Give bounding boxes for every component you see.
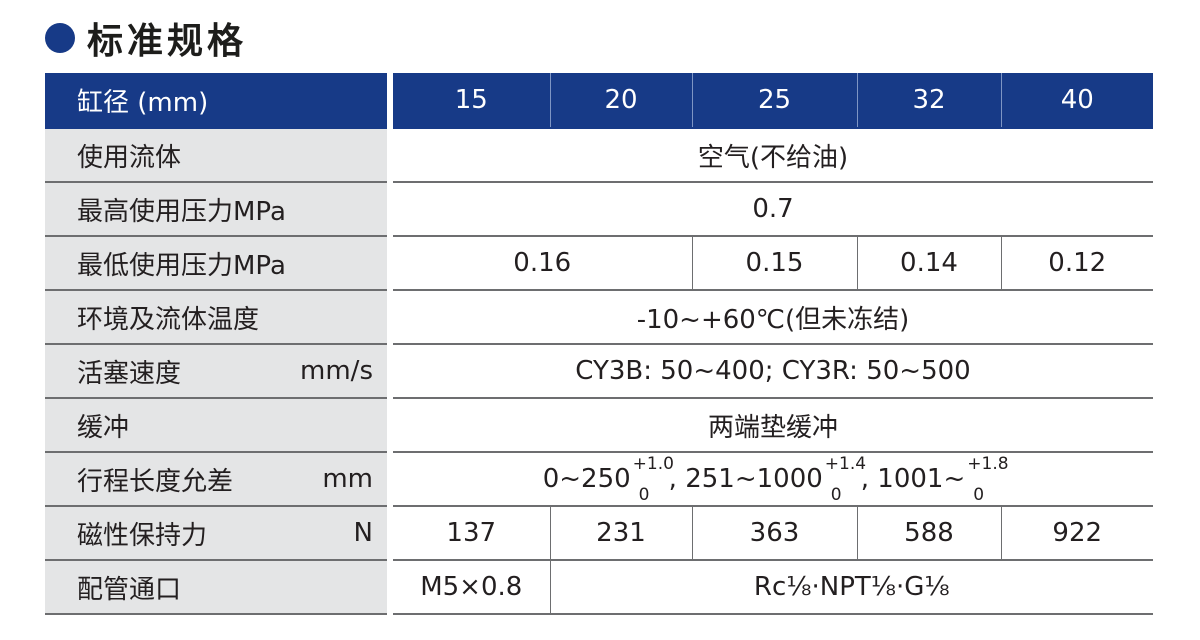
bullet-dot-icon [45,23,75,53]
table-row-temperature: 环境及流体温度 -10~+60℃(但未冻结) [45,290,1153,345]
cushion-value: 两端垫缓冲 [390,398,1153,453]
row-label-temperature: 环境及流体温度 [45,290,393,345]
table-row-max-pressure: 最高使用压力MPa 0.7 [45,182,1153,237]
tolerance-1-upper: +1.0 [632,454,674,475]
stroke-range-2: , 251~1000 [668,463,823,494]
min-pressure-15-20: 0.16 [390,236,693,291]
tolerance-3-lower: 0 [973,485,985,506]
row-label-max-pressure: 最高使用压力MPa [45,182,393,237]
min-pressure-40: 0.12 [1001,236,1153,291]
row-label-piston-speed: 活塞速度 mm/s [45,344,393,399]
header-bore-25: 25 [692,73,858,129]
row-label-holding-force: 磁性保持力 N [45,506,393,561]
holding-force-32: 588 [857,506,1002,561]
tolerance-3-upper: +1.8 [967,454,1009,475]
stroke-tolerance-unit: mm [322,464,373,494]
piston-speed-label: 活塞速度 [77,358,182,389]
min-pressure-32: 0.14 [857,236,1002,291]
header-bore-40: 40 [1001,73,1153,129]
holding-force-15: 137 [390,506,551,561]
row-label-port: 配管通口 [45,560,393,615]
max-pressure-value: 0.7 [390,182,1153,237]
row-label-cushion: 缓冲 [45,398,393,453]
piston-speed-value: CY3B: 50~400; CY3R: 50~500 [390,344,1153,399]
tolerance-2-upper: +1.4 [824,454,867,475]
row-label-stroke-tolerance: 行程长度允差 mm [45,452,393,507]
piston-speed-unit: mm/s [300,356,373,386]
row-label-min-pressure: 最低使用压力MPa [45,236,393,291]
holding-force-label: 磁性保持力 [77,520,208,551]
spec-table: 缸径 (mm) 15 20 25 32 40 使用流体 空气(不给油) 最高使用… [45,73,1153,615]
tolerance-1: +1.0 0 [633,456,674,504]
stroke-tolerance-value: 0~250 +1.0 0 , 251~1000 +1.4 0 , 1001~ +1.8 0 [390,452,1153,507]
table-header-row: 缸径 (mm) 15 20 25 32 40 [45,73,1153,129]
header-bore-20: 20 [550,73,693,129]
table-row-piston-speed: 活塞速度 mm/s CY3B: 50~400; CY3R: 50~500 [45,344,1153,399]
table-row-fluid: 使用流体 空气(不给油) [45,128,1153,183]
tolerance-2-lower: 0 [830,485,842,506]
tolerance-3: +1.8 0 [967,456,1008,504]
stroke-range-3: , 1001~ [860,463,966,494]
row-label-fluid: 使用流体 [45,128,393,183]
stroke-range-1: 0~250 [542,463,631,494]
tolerance-2: +1.4 0 [825,456,866,504]
table-row-cushion: 缓冲 两端垫缓冲 [45,398,1153,453]
header-bore-15: 15 [390,73,551,129]
min-pressure-25: 0.15 [692,236,858,291]
port-value-small-bore: M5×0.8 [390,560,551,615]
temperature-value: -10~+60℃(但未冻结) [390,290,1153,345]
table-row-port: 配管通口 M5×0.8 Rc⅛·NPT⅛·G⅛ [45,560,1153,615]
header-label-bore: 缸径 (mm) [45,73,393,129]
section-title: 标准规格 [87,21,248,62]
table-row-min-pressure: 最低使用压力MPa 0.16 0.15 0.14 0.12 [45,236,1153,291]
fluid-value: 空气(不给油) [390,128,1153,183]
holding-force-20: 231 [550,506,693,561]
holding-force-unit: N [353,518,373,548]
port-value-large-bore: Rc⅛·NPT⅛·G⅛ [550,560,1153,615]
section-heading: 标准规格 [45,12,247,64]
header-bore-32: 32 [857,73,1002,129]
holding-force-40: 922 [1001,506,1153,561]
tolerance-1-lower: 0 [638,485,650,506]
table-row-stroke-tolerance: 行程长度允差 mm 0~250 +1.0 0 , 251~1000 +1.4 0 , 100… [45,452,1153,507]
stroke-tolerance-label: 行程长度允差 [77,466,234,497]
table-row-holding-force: 磁性保持力 N 137 231 363 588 922 [45,506,1153,561]
holding-force-25: 363 [692,506,858,561]
